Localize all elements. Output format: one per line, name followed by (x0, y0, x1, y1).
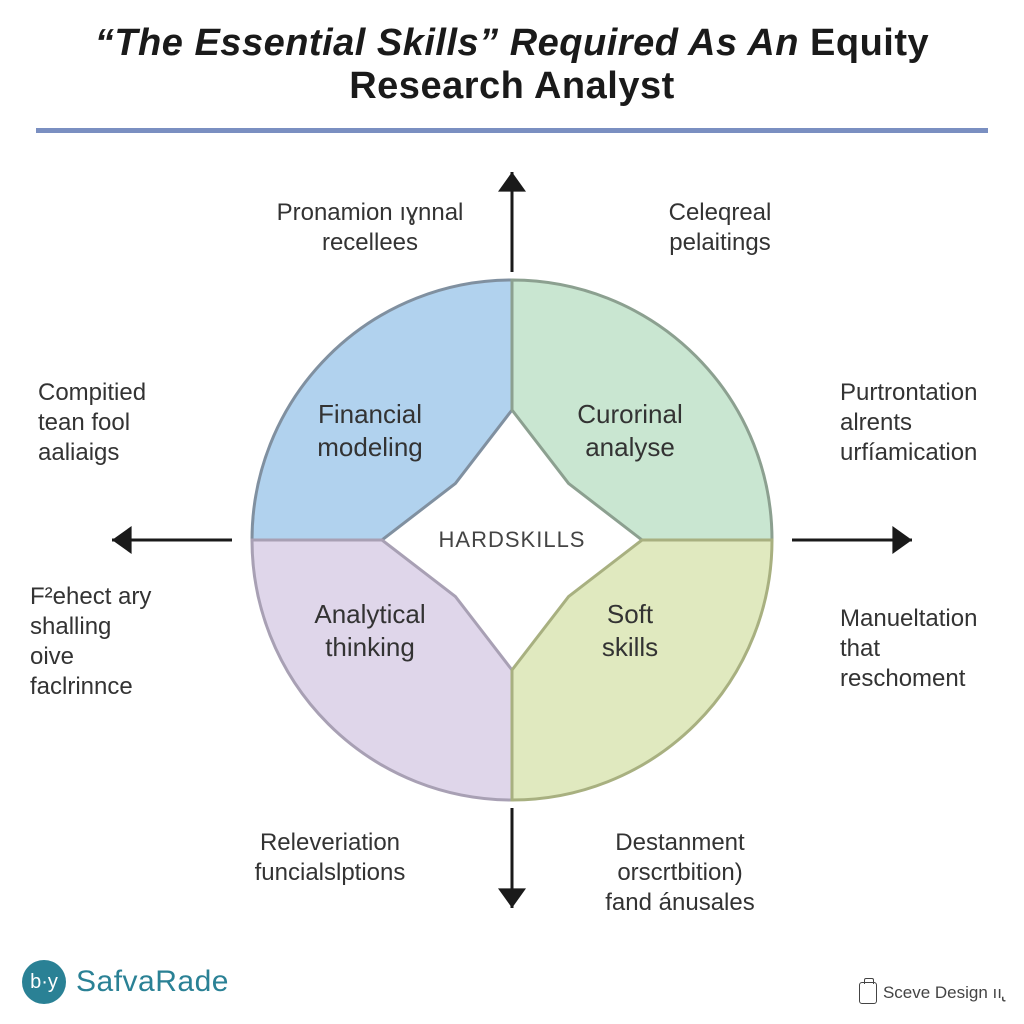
down-arrow-icon (498, 808, 526, 908)
brand-name: SafvaRade (76, 965, 229, 999)
outer-label: Manueltationthatreschoment (840, 604, 977, 694)
quadrant-label: Financialmodeling (290, 398, 450, 463)
right-arrow-icon (792, 526, 912, 554)
footer-credit: Sceve Design ıı̢ (883, 983, 1002, 1003)
title-line1: “The Essential Skills” Required As An Eq… (30, 22, 994, 65)
center-circle: HARDSKILLS (452, 480, 572, 600)
outer-label: Releveriationfuncialslptions (230, 828, 430, 888)
outer-label: F²ehect aryshallingoivefaclrinnce (30, 582, 151, 702)
title-italic: “The Essential Skills” Required As An (95, 22, 799, 64)
outer-label: Celeqrealpelaitings (620, 198, 820, 258)
footer-right: Sceve Design ıı̢ (859, 982, 1002, 1004)
outer-label: Destanmentorscrtbition)fand ánusales (580, 828, 780, 918)
brand-logo-icon: b·y (22, 960, 66, 1004)
clipboard-icon (859, 982, 877, 1004)
quadrant-label: Analyticalthinking (290, 598, 450, 663)
skills-diagram: HARDSKILLS Financialmodeling Curorinalana… (0, 130, 1024, 950)
footer-left: b·y SafvaRade (22, 960, 229, 1004)
left-arrow-icon (112, 526, 232, 554)
title-plain: Equity (810, 22, 929, 64)
up-arrow-icon (498, 172, 526, 272)
outer-label: Pronamion ıɣnnalrecellees (270, 198, 470, 258)
title-block: “The Essential Skills” Required As An Eq… (0, 0, 1024, 118)
quadrant-label: Softskills (550, 598, 710, 663)
title-line2: Research Analyst (30, 65, 994, 108)
quadrant-label: Curorinalanalyse (550, 398, 710, 463)
outer-label: Compitiedtean foolaaliaigs (38, 378, 146, 468)
outer-label: Purtrontationalrentsurfíamication (840, 378, 977, 468)
